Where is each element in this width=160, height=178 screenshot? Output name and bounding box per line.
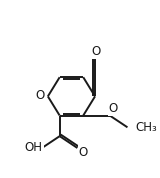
Text: O: O	[35, 89, 44, 102]
Text: CH₃: CH₃	[136, 121, 157, 134]
Text: O: O	[91, 45, 100, 58]
Text: OH: OH	[25, 141, 43, 154]
Text: O: O	[109, 102, 118, 115]
Text: O: O	[79, 146, 88, 159]
